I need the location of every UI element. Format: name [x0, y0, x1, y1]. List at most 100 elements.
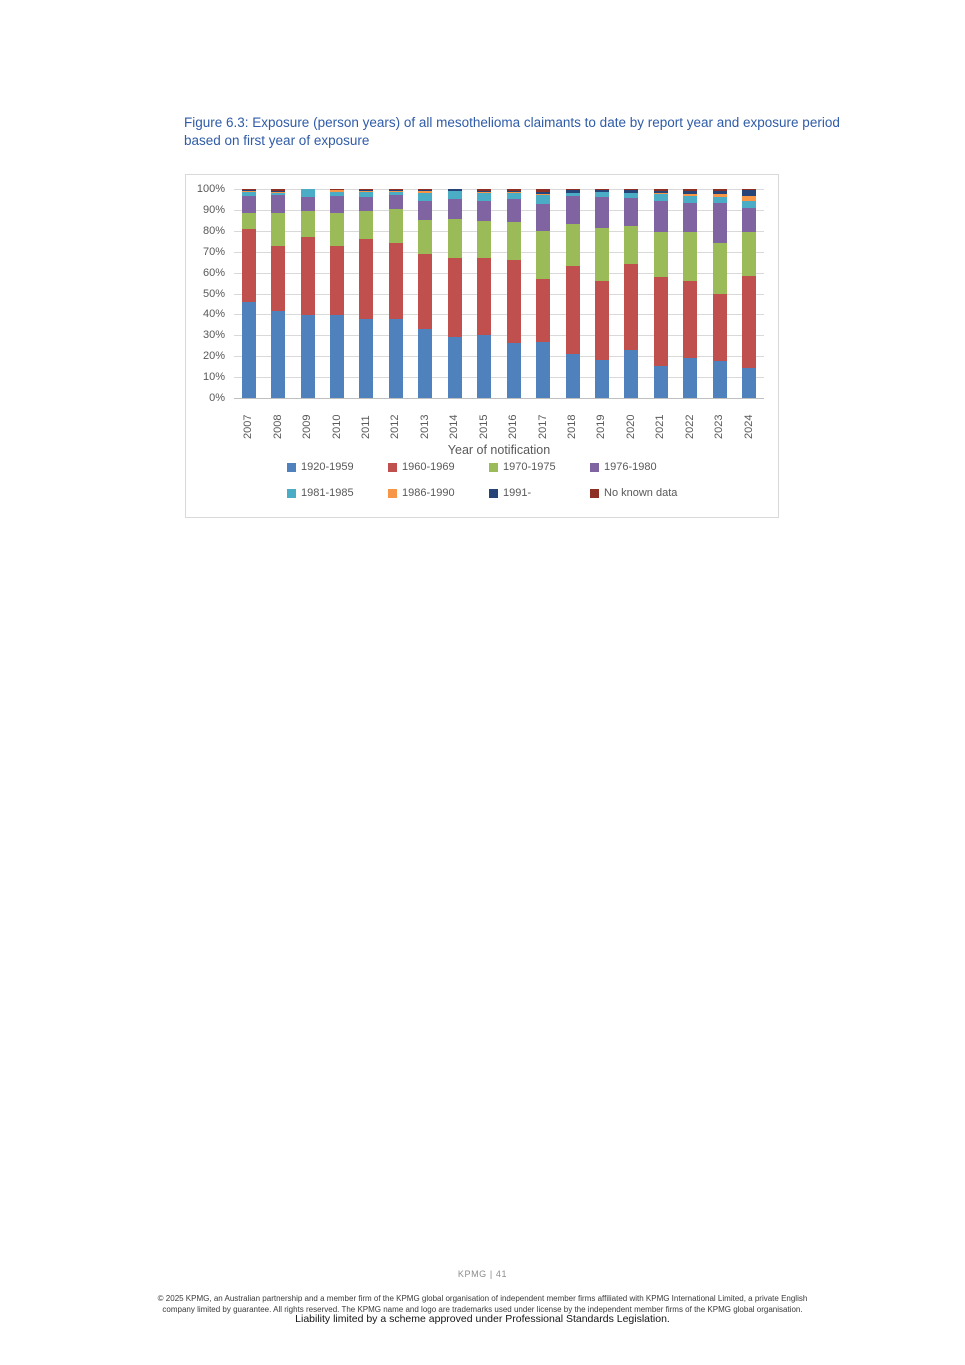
bar-2019 — [587, 189, 616, 398]
bar-segment-1960-1969 — [388, 243, 403, 319]
bar-segment-1920-1959 — [683, 358, 698, 398]
x-tick-slot: 2019 — [587, 403, 616, 439]
bar-segment-1970-1975 — [418, 220, 433, 254]
y-tick-label: 0% — [209, 392, 225, 404]
bar-segment-1991- — [536, 191, 551, 195]
legend-item-1970-1975: 1970-1975 — [489, 461, 590, 473]
x-tick-slot: 2009 — [293, 403, 322, 439]
x-tick-label: 2016 — [507, 414, 520, 439]
bar-segment-1981-1985 — [536, 195, 551, 204]
bar-segment-no-known-data — [359, 189, 374, 191]
bar-stack-2014 — [447, 189, 462, 398]
bar-segment-1986-1990 — [271, 191, 286, 193]
x-tick-label: 2023 — [713, 414, 726, 439]
bar-segment-1991- — [712, 190, 727, 195]
bar-segment-1976-1980 — [388, 195, 403, 209]
gridline — [234, 314, 764, 316]
legend-swatch-icon — [489, 488, 498, 498]
x-tick-slot: 2018 — [558, 403, 587, 439]
bar-segment-no-known-data — [418, 189, 433, 191]
legend-item-1920-1959: 1920-1959 — [287, 461, 388, 473]
gridline — [234, 209, 764, 211]
x-tick-slot: 2022 — [676, 403, 705, 439]
bar-segment-1970-1975 — [359, 210, 374, 240]
bar-2024 — [734, 189, 763, 398]
bar-stack-2020 — [624, 189, 639, 398]
legend-label: No known data — [604, 487, 678, 499]
bar-segment-1920-1959 — [241, 301, 256, 398]
bar-segment-no-known-data — [506, 189, 521, 192]
bar-stack-2010 — [330, 189, 345, 398]
bar-segment-1970-1975 — [653, 231, 668, 277]
bar-segment-1920-1959 — [624, 349, 639, 398]
bar-segment-1970-1975 — [241, 213, 256, 229]
y-tick-label: 70% — [202, 245, 225, 258]
bar-segment-1960-1969 — [241, 228, 256, 302]
bar-2011 — [352, 189, 381, 398]
bar-segment-1960-1969 — [683, 280, 698, 359]
legend-item-1986-1990: 1986-1990 — [388, 487, 489, 499]
bar-segment-1920-1959 — [565, 354, 580, 398]
bar-segment-1986-1990 — [241, 191, 256, 193]
bar-segment-1991- — [565, 190, 580, 193]
bar-stack-2021 — [653, 189, 668, 398]
bar-segment-1970-1975 — [565, 223, 580, 267]
bar-segment-1976-1980 — [624, 198, 639, 226]
bar-segment-1976-1980 — [330, 195, 345, 214]
bar-segment-1981-1985 — [359, 192, 374, 198]
bar-segment-1960-1969 — [271, 246, 286, 312]
bar-segment-1970-1975 — [300, 210, 315, 238]
bar-stack-2016 — [506, 189, 521, 398]
bar-segment-no-known-data — [742, 189, 757, 191]
chart-figure: 100% 90% 80% 70% 60% 50% 40% 30% 20% 10% 0% 2007 20… — [185, 174, 779, 518]
x-tick-slot: 2017 — [528, 403, 557, 439]
legend-swatch-icon — [388, 462, 397, 472]
bar-segment-1960-1969 — [594, 280, 609, 361]
legend-swatch-icon — [590, 462, 599, 472]
x-tick-slot: 2013 — [411, 403, 440, 439]
bar-segment-1991- — [683, 190, 698, 195]
legend-label: 1976-1980 — [604, 461, 657, 473]
bar-segment-1970-1975 — [330, 213, 345, 247]
bar-segment-1981-1985 — [330, 191, 345, 196]
x-tick-label: 2017 — [536, 414, 549, 439]
bar-segment-1920-1959 — [506, 342, 521, 398]
x-tick-slot: 2011 — [352, 403, 381, 439]
bar-2021 — [646, 189, 675, 398]
legend-label: 1981-1985 — [301, 487, 354, 499]
bar-segment-no-known-data — [477, 189, 492, 191]
bar-2012 — [381, 189, 410, 398]
x-tick-slot: 2012 — [381, 403, 410, 439]
bar-segment-1976-1980 — [565, 196, 580, 224]
bar-2015 — [470, 189, 499, 398]
bar-segment-1981-1985 — [388, 191, 403, 196]
bar-segment-1976-1980 — [712, 202, 727, 244]
x-tick-label: 2019 — [595, 414, 608, 439]
bar-segment-1986-1990 — [712, 194, 727, 198]
bar-segment-1920-1959 — [594, 360, 609, 398]
x-tick-slot: 2014 — [440, 403, 469, 439]
bar-segment-1920-1959 — [359, 318, 374, 398]
x-tick-label: 2007 — [242, 414, 255, 439]
legend-label: 1970-1975 — [503, 461, 556, 473]
bar-segment-1960-1969 — [536, 278, 551, 342]
x-tick-slot: 2024 — [734, 403, 763, 439]
legend-row: 1981-1985 1986-1990 1991- No known data — [287, 487, 691, 499]
bar-segment-1981-1985 — [712, 197, 727, 203]
page-number-footer: KPMG | 41 — [457, 1269, 508, 1279]
x-tick-label: 2009 — [301, 414, 314, 439]
bar-stack-2017 — [536, 189, 551, 398]
bar-segment-1991- — [653, 190, 668, 194]
bar-segment-1981-1985 — [594, 192, 609, 198]
bar-segment-1960-1969 — [653, 276, 668, 366]
x-tick-slot: 2007 — [234, 403, 263, 439]
bar-segment-1986-1990 — [506, 192, 521, 194]
bar-2009 — [293, 189, 322, 398]
bar-2014 — [440, 189, 469, 398]
legend-swatch-icon — [590, 488, 599, 498]
x-tick-label: 2013 — [418, 414, 431, 439]
x-tick-label: 2014 — [448, 414, 461, 439]
legend-label: 1986-1990 — [402, 487, 455, 499]
liability-statement: Liability limited by a scheme approved u… — [295, 1313, 670, 1325]
x-tick-slot: 2010 — [322, 403, 351, 439]
